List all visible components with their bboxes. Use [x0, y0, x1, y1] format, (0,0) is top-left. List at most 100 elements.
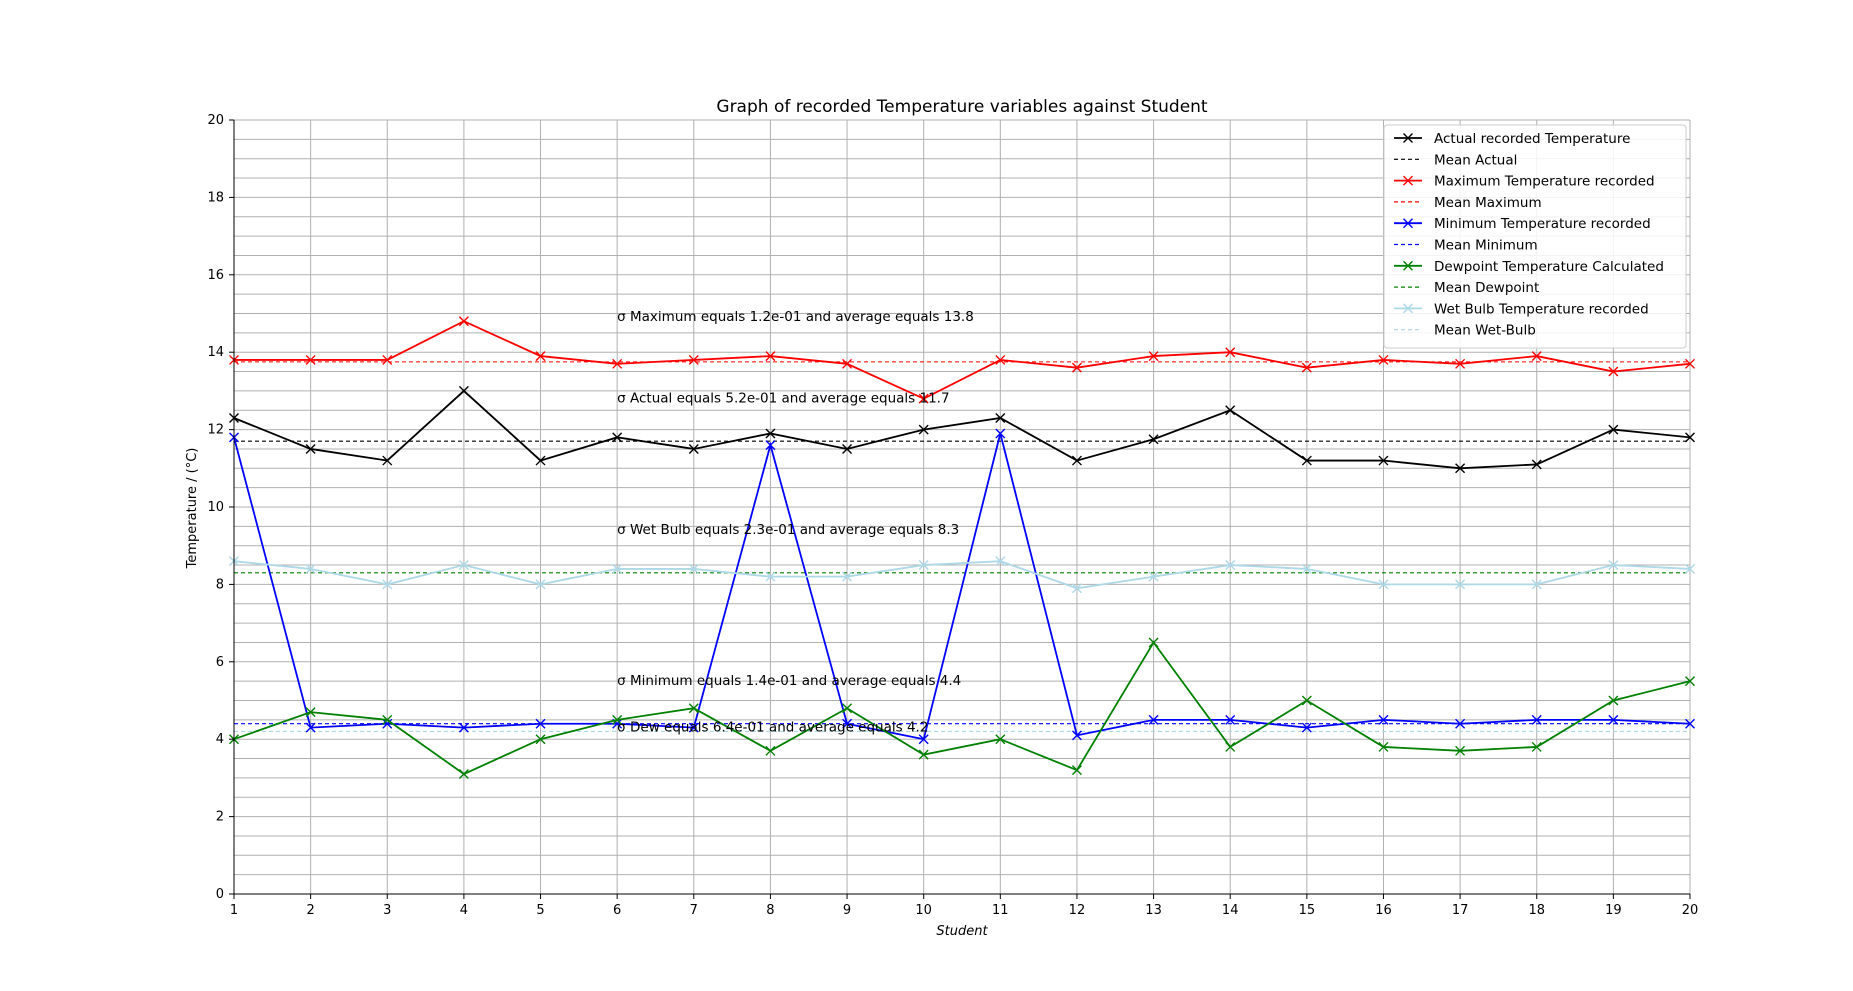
x-tick-label: 17 — [1452, 903, 1469, 918]
data-point-marker — [382, 718, 393, 729]
legend-box — [1383, 124, 1687, 349]
data-point-marker — [1608, 714, 1619, 725]
data-point-marker — [918, 749, 929, 760]
legend-label: Wet Bulb Temperature recorded — [1434, 301, 1649, 317]
data-point-marker — [842, 703, 853, 714]
chart-title: Graph of recorded Temperature variables … — [716, 97, 1208, 117]
data-point-marker — [918, 560, 929, 571]
x-tick-label: 19 — [1605, 903, 1622, 918]
legend-label: Actual recorded Temperature — [1434, 131, 1630, 147]
data-point-marker — [1148, 714, 1159, 725]
y-tick-label: 16 — [207, 268, 224, 283]
x-tick-label: 16 — [1375, 903, 1392, 918]
y-tick-label: 18 — [207, 190, 224, 205]
data-point-marker — [918, 393, 929, 404]
y-tick-label: 14 — [207, 345, 224, 360]
legend-label: Dewpoint Temperature Calculated — [1434, 259, 1664, 275]
x-tick-label: 3 — [383, 903, 391, 918]
x-axis-label: Student — [936, 924, 988, 939]
y-tick-label: 12 — [207, 423, 224, 438]
annotation-text: σ Wet Bulb equals 2.3e-01 and average eq… — [617, 522, 959, 538]
data-point-marker — [1148, 637, 1159, 648]
data-point-marker — [1301, 563, 1312, 574]
series-line — [233, 389, 1691, 470]
data-point-marker — [1685, 358, 1695, 369]
series-line — [233, 433, 1691, 741]
data-point-marker — [842, 571, 853, 582]
legend-marker — [1403, 175, 1413, 186]
data-point-marker — [765, 428, 776, 439]
data-point-marker — [765, 440, 776, 451]
data-point-marker — [1531, 714, 1542, 725]
data-point-marker — [1225, 741, 1236, 752]
data-point-marker — [1608, 366, 1619, 377]
annotation-text: σ Actual equals 5.2e-01 and average equa… — [617, 391, 949, 407]
data-point-marker — [1608, 424, 1619, 435]
x-tick-label: 7 — [690, 903, 698, 918]
data-point-marker — [305, 563, 316, 574]
legend-label: Mean Wet-Bulb — [1434, 323, 1536, 339]
data-point-marker — [458, 385, 469, 396]
x-tick-label: 1 — [230, 903, 238, 918]
annotation-text: σ Dew equals 6.4e-01 and average equals … — [617, 719, 928, 735]
y-tick-label: 10 — [207, 500, 224, 515]
data-point-marker — [382, 455, 393, 466]
data-point-marker — [1455, 745, 1466, 756]
legend-marker — [1403, 303, 1413, 314]
data-point-marker — [765, 745, 776, 756]
data-point-marker — [1225, 405, 1236, 416]
x-tick-label: 10 — [915, 903, 932, 918]
legend-marker — [1403, 260, 1413, 271]
data-point-marker — [305, 354, 316, 365]
data-point-marker — [305, 443, 316, 454]
data-point-marker — [1455, 358, 1466, 369]
x-tick-label: 13 — [1145, 903, 1162, 918]
data-point-marker — [1301, 695, 1312, 706]
legend-label: Mean Minimum — [1434, 238, 1538, 254]
data-point-marker — [535, 734, 546, 745]
data-point-marker — [765, 351, 776, 362]
legend-marker — [1403, 133, 1413, 143]
data-point-marker — [995, 556, 1006, 567]
data-point-marker — [1608, 695, 1619, 706]
y-axis-label: Temperature / (°C) — [185, 448, 200, 570]
x-tick-label: 4 — [460, 903, 468, 918]
data-point-marker — [1455, 718, 1466, 729]
data-point-marker — [688, 563, 699, 574]
data-point-marker — [1071, 455, 1082, 466]
series-line — [234, 320, 1691, 400]
data-point-marker — [612, 432, 623, 443]
y-tick-label: 8 — [216, 577, 224, 592]
data-point-marker — [1378, 579, 1389, 590]
data-series — [229, 316, 1695, 780]
data-point-marker — [688, 443, 699, 454]
data-point-marker — [1685, 676, 1695, 687]
annotations: σ Maximum equals 1.2e-01 and average equ… — [617, 309, 974, 735]
data-point-marker — [1148, 351, 1159, 362]
x-tick-label: 14 — [1222, 903, 1239, 918]
data-point-marker — [305, 722, 316, 733]
y-tick-label: 6 — [216, 655, 224, 670]
x-tick-label: 18 — [1528, 903, 1545, 918]
data-point-marker — [1378, 455, 1389, 466]
annotation-text: σ Minimum equals 1.4e-01 and average equ… — [617, 673, 961, 689]
data-point-marker — [1455, 579, 1466, 590]
data-point-marker — [1071, 362, 1082, 373]
x-tick-label: 2 — [306, 903, 314, 918]
data-point-marker — [995, 354, 1006, 365]
data-point-marker — [458, 769, 469, 780]
data-point-marker — [1531, 459, 1542, 470]
data-point-marker — [688, 354, 699, 365]
x-tick-label: 6 — [613, 903, 621, 918]
legend-marker — [1403, 218, 1413, 229]
data-point-marker — [1225, 560, 1236, 571]
y-tick-label: 20 — [207, 113, 224, 128]
data-point-marker — [1378, 354, 1389, 365]
data-point-marker — [995, 412, 1006, 423]
x-tick-label: 12 — [1069, 903, 1086, 918]
legend-label: Maximum Temperature recorded — [1434, 174, 1655, 190]
legend-label: Mean Actual — [1434, 152, 1517, 168]
y-tick-label: 4 — [216, 732, 224, 747]
data-point-marker — [305, 707, 316, 718]
